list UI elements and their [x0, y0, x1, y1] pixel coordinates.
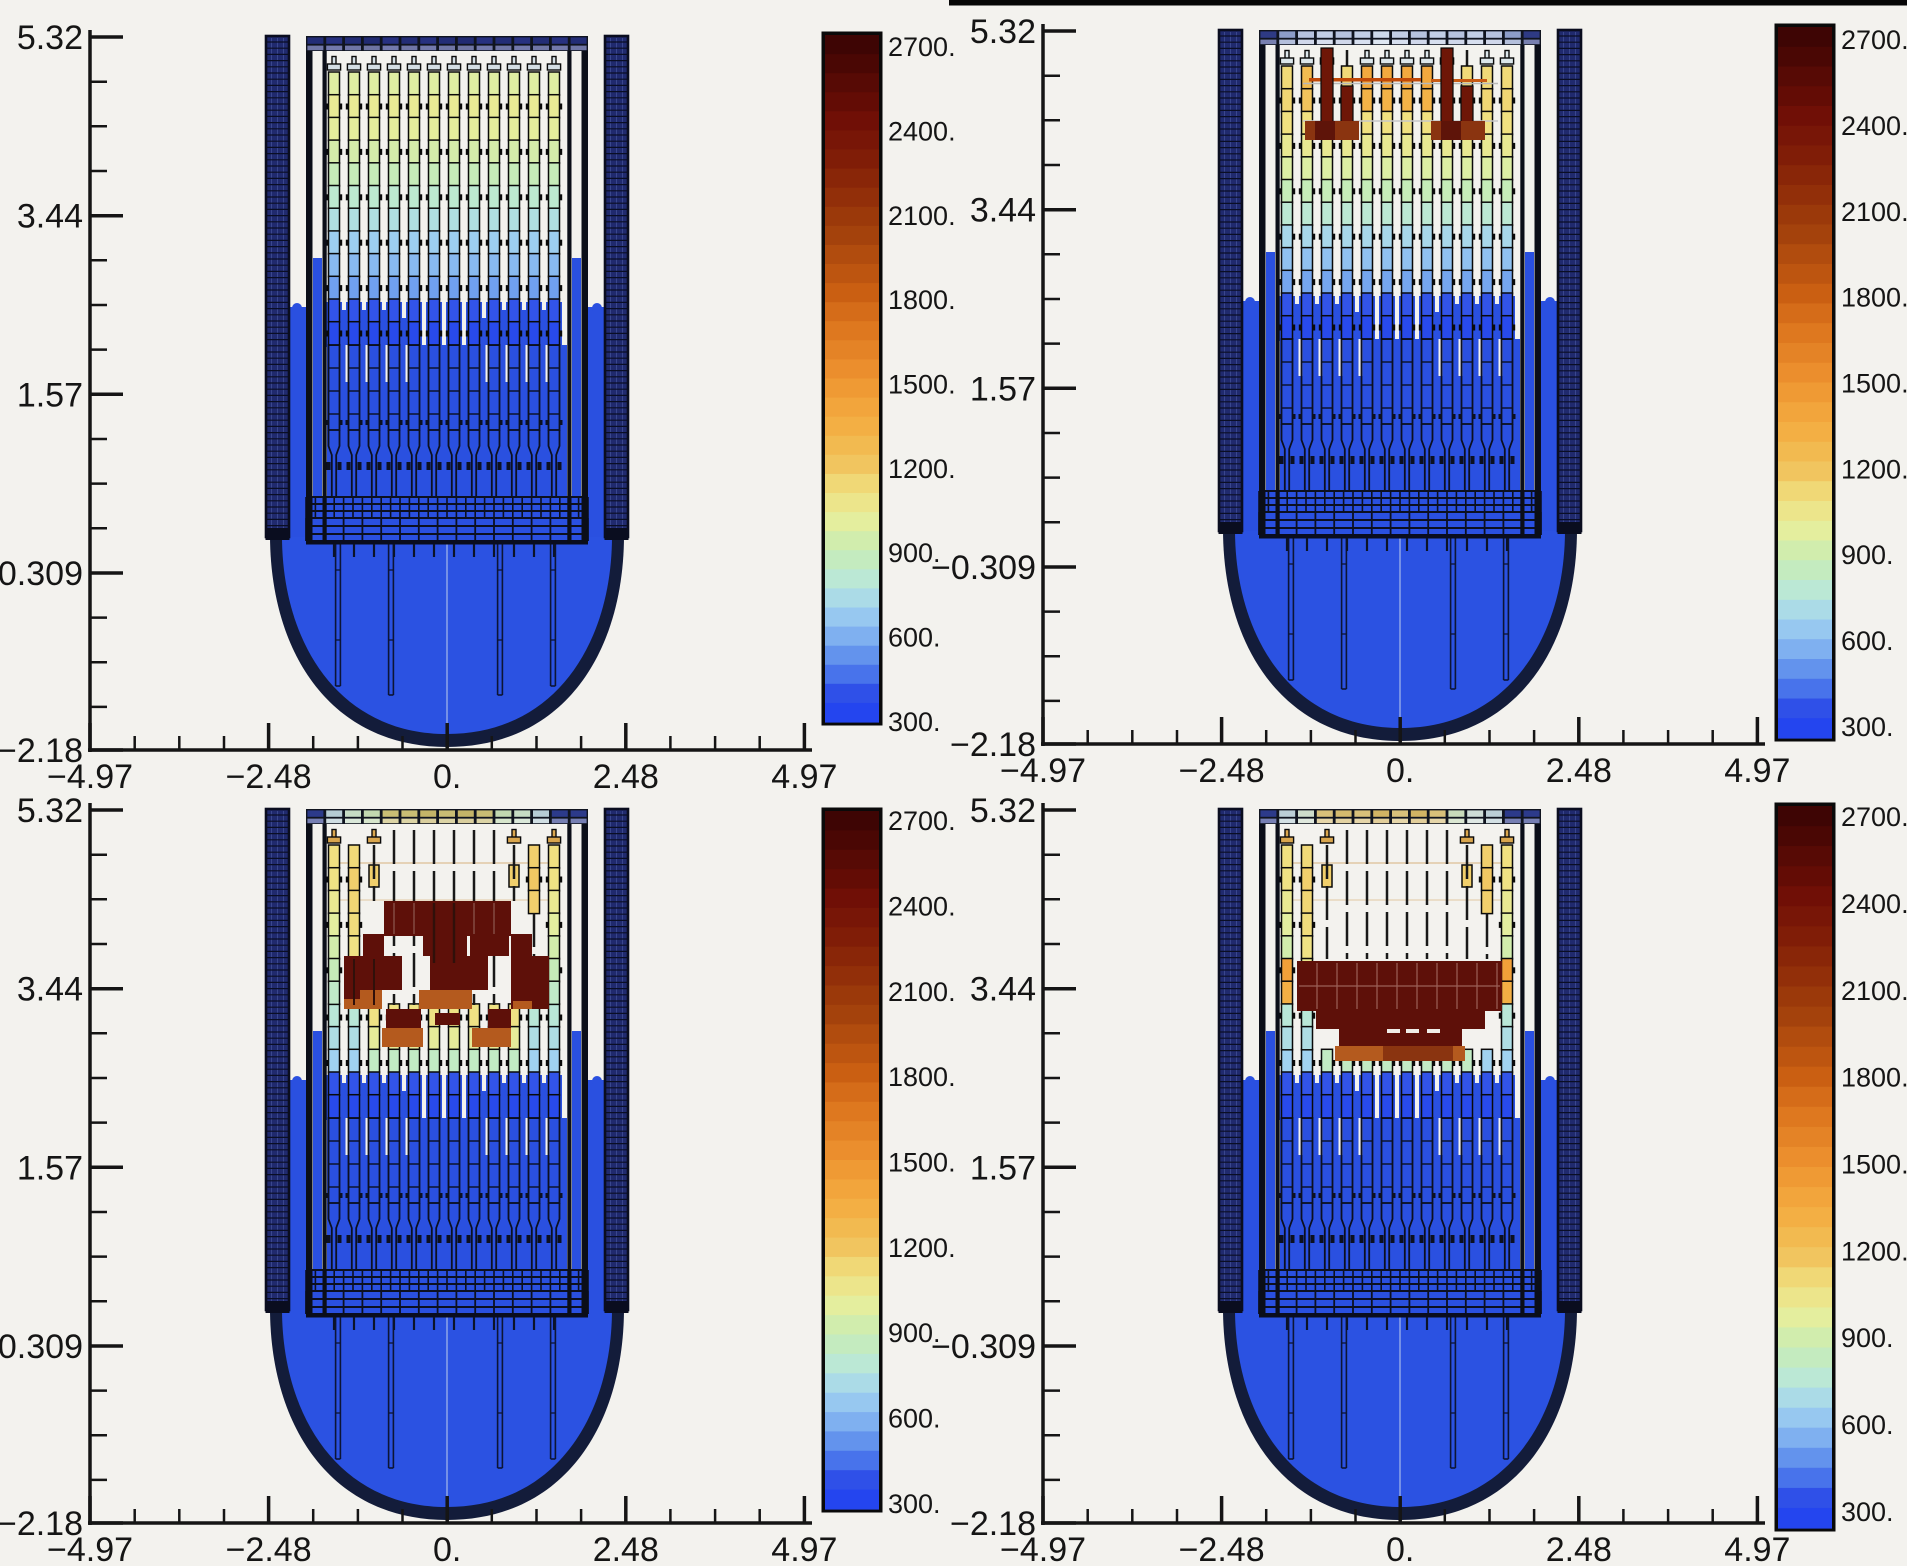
svg-text:600.: 600. [888, 623, 941, 653]
svg-text:1500.: 1500. [1841, 1150, 1907, 1180]
svg-text:0.: 0. [433, 758, 461, 796]
svg-text:2.48: 2.48 [1546, 1531, 1612, 1566]
svg-text:1500.: 1500. [888, 370, 956, 400]
svg-text:2400.: 2400. [888, 116, 956, 146]
svg-text:1800.: 1800. [1841, 1063, 1907, 1093]
svg-text:−2.18: −2.18 [0, 1505, 83, 1543]
svg-text:−2.48: −2.48 [226, 758, 312, 796]
svg-text:5.32: 5.32 [17, 19, 83, 57]
svg-text:−2.48: −2.48 [1179, 1531, 1265, 1566]
svg-text:300.: 300. [1841, 1497, 1894, 1527]
svg-text:3.44: 3.44 [17, 971, 83, 1009]
svg-text:1500.: 1500. [888, 1148, 956, 1178]
svg-text:0.: 0. [433, 1531, 461, 1566]
svg-text:−0.309: −0.309 [0, 1328, 83, 1366]
svg-text:4.97: 4.97 [771, 758, 837, 796]
svg-text:1800.: 1800. [1841, 283, 1907, 313]
svg-text:1800.: 1800. [888, 1062, 956, 1092]
svg-text:3.44: 3.44 [970, 971, 1036, 1009]
svg-text:300.: 300. [888, 1489, 941, 1519]
svg-text:2.48: 2.48 [1546, 752, 1612, 790]
svg-text:3.44: 3.44 [17, 198, 83, 236]
svg-text:2700.: 2700. [1841, 802, 1907, 832]
svg-text:0.: 0. [1386, 1531, 1414, 1566]
svg-text:2.48: 2.48 [593, 1531, 659, 1566]
svg-text:4.97: 4.97 [771, 1531, 837, 1566]
svg-text:2100.: 2100. [888, 201, 956, 231]
svg-text:2700.: 2700. [888, 32, 956, 62]
svg-text:−4.97: −4.97 [47, 1531, 133, 1566]
svg-text:2400.: 2400. [888, 891, 956, 921]
svg-text:900.: 900. [888, 538, 941, 568]
svg-text:1200.: 1200. [1841, 1236, 1907, 1266]
svg-text:2700.: 2700. [1841, 25, 1907, 55]
svg-text:300.: 300. [888, 707, 941, 737]
svg-text:0.: 0. [1386, 752, 1414, 790]
svg-text:900.: 900. [888, 1318, 941, 1348]
svg-text:2700.: 2700. [888, 806, 956, 836]
svg-text:2100.: 2100. [1841, 976, 1907, 1006]
svg-text:1.57: 1.57 [970, 1149, 1036, 1187]
svg-text:−0.309: −0.309 [931, 549, 1036, 587]
svg-text:−2.48: −2.48 [226, 1531, 312, 1566]
svg-text:900.: 900. [1841, 540, 1894, 570]
svg-text:1500.: 1500. [1841, 369, 1907, 399]
svg-text:−2.18: −2.18 [950, 1505, 1036, 1543]
svg-text:300.: 300. [1841, 712, 1894, 742]
svg-text:1200.: 1200. [888, 454, 956, 484]
svg-text:1200.: 1200. [1841, 454, 1907, 484]
svg-text:−0.309: −0.309 [0, 555, 83, 593]
svg-text:600.: 600. [888, 1404, 941, 1434]
svg-text:1.57: 1.57 [970, 370, 1036, 408]
svg-text:−0.309: −0.309 [931, 1328, 1036, 1366]
svg-text:3.44: 3.44 [970, 192, 1036, 230]
svg-text:2400.: 2400. [1841, 111, 1907, 141]
svg-text:−4.97: −4.97 [47, 758, 133, 796]
svg-text:600.: 600. [1841, 626, 1894, 656]
svg-text:5.32: 5.32 [970, 792, 1036, 830]
svg-text:−2.18: −2.18 [0, 732, 83, 770]
svg-text:−2.18: −2.18 [950, 726, 1036, 764]
svg-text:2100.: 2100. [1841, 197, 1907, 227]
svg-text:2100.: 2100. [888, 977, 956, 1007]
svg-text:1.57: 1.57 [17, 1149, 83, 1187]
svg-text:4.97: 4.97 [1724, 1531, 1790, 1566]
svg-text:600.: 600. [1841, 1410, 1894, 1440]
svg-text:5.32: 5.32 [970, 13, 1036, 51]
svg-text:2.48: 2.48 [593, 758, 659, 796]
svg-text:4.97: 4.97 [1724, 752, 1790, 790]
svg-text:2400.: 2400. [1841, 889, 1907, 919]
svg-text:1200.: 1200. [888, 1233, 956, 1263]
svg-text:5.32: 5.32 [17, 792, 83, 830]
svg-text:−4.97: −4.97 [1000, 752, 1086, 790]
svg-text:900.: 900. [1841, 1323, 1894, 1353]
svg-text:1800.: 1800. [888, 285, 956, 315]
svg-text:−4.97: −4.97 [1000, 1531, 1086, 1566]
svg-text:−2.48: −2.48 [1179, 752, 1265, 790]
svg-text:1.57: 1.57 [17, 376, 83, 414]
